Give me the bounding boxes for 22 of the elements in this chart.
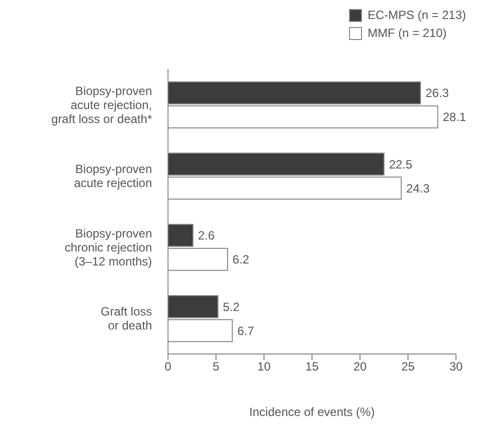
- x-tick-label: 30: [449, 360, 463, 374]
- data-label: 6.2: [232, 252, 250, 267]
- data-label: 2.6: [198, 228, 215, 243]
- y-tick-label: Biopsy-proven acute rejection, graft loss or death*: [51, 84, 152, 126]
- data-label: 22.5: [389, 157, 413, 172]
- x-tick-label: 25: [401, 360, 415, 374]
- legend-label: EC-MPS (n = 213): [368, 8, 466, 22]
- data-label: 28.1: [442, 110, 466, 124]
- legend-label: MMF (n = 210): [368, 26, 447, 40]
- data-label: 5.2: [222, 300, 240, 314]
- x-tick-label: 15: [305, 360, 319, 374]
- x-axis-title: Incidence of events (%): [249, 405, 375, 419]
- data-label: 26.3: [425, 86, 450, 100]
- data-label: 24.3: [406, 181, 430, 196]
- x-tick-label: 10: [257, 360, 271, 374]
- y-tick-label: Biopsy-proven acute rejection: [74, 162, 152, 190]
- x-tick-label: 5: [212, 360, 220, 374]
- y-tick-label: Biopsy-proven chronic rejection (3–12 months): [64, 226, 152, 268]
- x-tick-label: 20: [353, 360, 367, 374]
- x-tick-label: 0: [164, 360, 172, 374]
- data-label: 6.7: [237, 324, 254, 338]
- y-tick-label: Graft loss or death: [100, 304, 152, 333]
